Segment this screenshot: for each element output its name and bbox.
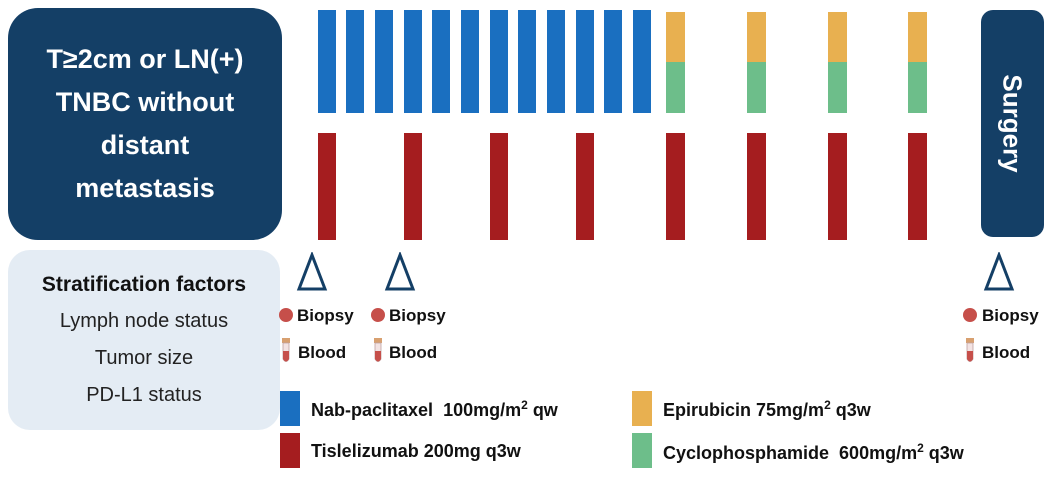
inclusion-line-4: metastasis bbox=[75, 173, 215, 203]
stratification-factor-pd-l1: PD-L1 status bbox=[86, 384, 202, 406]
legend-cyclophosphamide: Cyclophosphamide 600mg/m2 q3w bbox=[663, 441, 964, 464]
inclusion-line-1: T≥2cm or LN(+) bbox=[46, 44, 244, 74]
legend-nab-paclitaxel-dose: 100mg/m bbox=[443, 400, 522, 420]
timepoint-triangle-icon bbox=[296, 252, 328, 291]
legend-epirubicin-name: Epirubicin bbox=[663, 400, 752, 420]
biopsy-label: Biopsy bbox=[297, 306, 354, 325]
legend-nab-paclitaxel-sup: 2 bbox=[521, 398, 528, 412]
legend-swatch-nab-paclitaxel bbox=[280, 391, 300, 426]
stratification-box: Stratification factors Lymph node status… bbox=[8, 250, 280, 430]
legend-epirubicin-sup: 2 bbox=[824, 398, 831, 412]
blood-label: Blood bbox=[389, 343, 438, 362]
timepoint-triangle-icon bbox=[983, 252, 1015, 291]
legend-nab-paclitaxel-name: Nab-paclitaxel bbox=[311, 400, 434, 420]
blood-label: Blood bbox=[982, 343, 1031, 362]
epirubicin-bar bbox=[828, 12, 847, 62]
nab-paclitaxel-bar bbox=[633, 10, 651, 113]
tislelizumab-bar bbox=[828, 133, 847, 240]
epirubicin-bar bbox=[747, 12, 766, 62]
tislelizumab-bar bbox=[490, 133, 508, 240]
nab-paclitaxel-bar bbox=[461, 10, 479, 113]
tislelizumab-bar bbox=[404, 133, 422, 240]
timepoint-triangle-icon bbox=[384, 252, 416, 291]
legend-swatch-tislelizumab bbox=[280, 433, 300, 468]
legend-swatch-epirubicin bbox=[632, 391, 652, 426]
nab-paclitaxel-bar bbox=[346, 10, 364, 113]
nab-paclitaxel-bar bbox=[547, 10, 565, 113]
epirubicin-bar bbox=[908, 12, 927, 62]
blood-tube-icon bbox=[282, 338, 290, 362]
cyclophosphamide-bar bbox=[828, 62, 847, 113]
legend-cyclophosphamide-name: Cyclophosphamide bbox=[663, 443, 830, 463]
tislelizumab-bar bbox=[666, 133, 685, 240]
legend-tislelizumab: Tislelizumab 200mg q3w bbox=[311, 441, 521, 461]
stratification-factor-lymph-node: Lymph node status bbox=[59, 310, 229, 332]
blood-tube-icon bbox=[966, 338, 974, 362]
nab-paclitaxel-bar bbox=[375, 10, 393, 113]
surgery-box: Surgery bbox=[981, 10, 1044, 237]
nab-paclitaxel-bar bbox=[604, 10, 622, 113]
tislelizumab-bar bbox=[908, 133, 927, 240]
tislelizumab-bar bbox=[747, 133, 766, 240]
stratification-factor-tumor-size: Tumor size bbox=[94, 347, 194, 369]
nab-paclitaxel-bar bbox=[518, 10, 536, 113]
legend-nab-paclitaxel-schedule: qw bbox=[532, 400, 558, 420]
legend-epirubicin-dose: 75mg/m bbox=[756, 400, 825, 420]
epirubicin-bar bbox=[666, 12, 685, 62]
blood-tube-icon bbox=[374, 338, 382, 362]
biopsy-icon bbox=[371, 308, 385, 322]
stratification-title: Stratification factors bbox=[41, 273, 247, 296]
inclusion-line-2: TNBC without bbox=[55, 87, 235, 117]
legend-epirubicin: Epirubicin 75mg/m2 q3w bbox=[663, 398, 871, 421]
legend-cyclophosphamide-dose: 600mg/m bbox=[839, 443, 918, 463]
nab-paclitaxel-bar bbox=[490, 10, 508, 113]
legend-epirubicin-schedule: q3w bbox=[835, 400, 871, 420]
tislelizumab-bar bbox=[318, 133, 336, 240]
legend-nab-paclitaxel: Nab-paclitaxel 100mg/m2 qw bbox=[311, 398, 558, 421]
inclusion-criteria-box: T≥2cm or LN(+) TNBC without distant meta… bbox=[8, 8, 282, 240]
biopsy-label: Biopsy bbox=[982, 306, 1039, 325]
cyclophosphamide-bar bbox=[747, 62, 766, 113]
blood-label: Blood bbox=[298, 343, 347, 362]
tislelizumab-bar bbox=[576, 133, 594, 240]
biopsy-icon bbox=[963, 308, 977, 322]
nab-paclitaxel-bar bbox=[404, 10, 422, 113]
cyclophosphamide-bar bbox=[908, 62, 927, 113]
nab-paclitaxel-bar bbox=[432, 10, 450, 113]
inclusion-line-3: distant bbox=[100, 130, 190, 160]
biopsy-icon bbox=[279, 308, 293, 322]
legend-cyclophosphamide-schedule: q3w bbox=[928, 443, 964, 463]
cyclophosphamide-bar bbox=[666, 62, 685, 113]
nab-paclitaxel-bar bbox=[318, 10, 336, 113]
legend-swatch-cyclophosphamide bbox=[632, 433, 652, 468]
surgery-label: Surgery bbox=[998, 74, 1029, 173]
biopsy-label: Biopsy bbox=[389, 306, 446, 325]
legend-cyclophosphamide-sup: 2 bbox=[917, 441, 924, 455]
nab-paclitaxel-bar bbox=[576, 10, 594, 113]
